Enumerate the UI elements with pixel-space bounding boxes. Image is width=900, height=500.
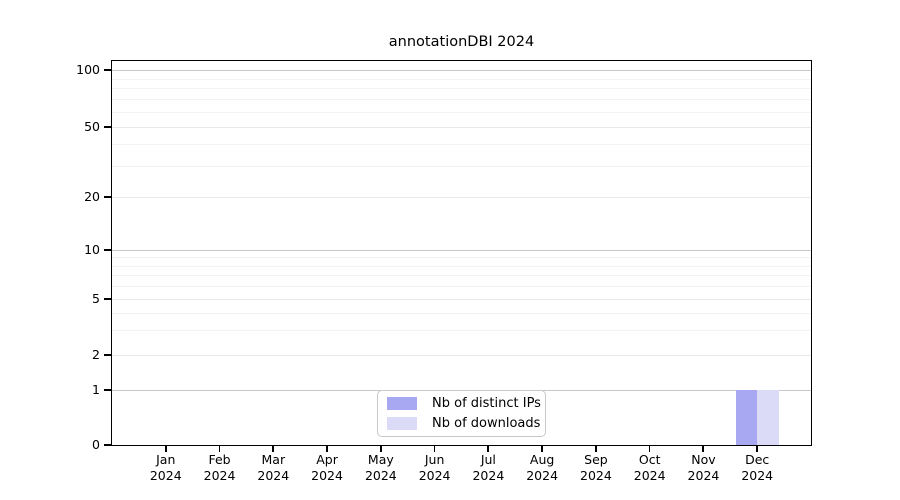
x-tick-label-oct: Oct 2024 bbox=[618, 452, 682, 484]
x-tick-mark-sep bbox=[594, 445, 597, 452]
legend-swatch-nb-of-downloads bbox=[387, 417, 417, 430]
x-tick-label-feb: Feb 2024 bbox=[188, 452, 252, 484]
bar-nb-of-distinct-ips-dec bbox=[735, 390, 758, 445]
gridline-minor-30 bbox=[112, 166, 811, 167]
bar-nb-of-downloads-dec bbox=[757, 390, 779, 445]
x-tick-mark-feb bbox=[218, 445, 221, 452]
y-tick-mark-5 bbox=[104, 298, 112, 300]
legend-row: Nb of distinct IPs bbox=[387, 394, 541, 414]
year-label: 2024 bbox=[418, 468, 451, 483]
x-tick-mark-nov bbox=[702, 445, 705, 452]
gridline-50 bbox=[112, 127, 811, 128]
y-tick-mark-10 bbox=[104, 249, 112, 251]
legend-label: Nb of distinct IPs bbox=[432, 396, 541, 411]
x-tick-mark-mar bbox=[272, 445, 275, 452]
month-label: Sep bbox=[584, 452, 608, 467]
x-tick-label-mar: Mar 2024 bbox=[241, 452, 305, 484]
year-label: 2024 bbox=[526, 468, 559, 483]
year-label: 2024 bbox=[472, 468, 505, 483]
plot-border bbox=[111, 60, 812, 446]
x-tick-label-jul: Jul 2024 bbox=[456, 452, 520, 484]
gridline-minor-70 bbox=[112, 99, 811, 100]
gridline-minor-9 bbox=[112, 257, 811, 258]
gridline-minor-80 bbox=[112, 88, 811, 89]
y-tick-label-0: 0 bbox=[92, 437, 100, 452]
month-label: Jan bbox=[156, 452, 176, 467]
y-tick-mark-2 bbox=[104, 354, 112, 356]
legend: Nb of distinct IPs Nb of downloads bbox=[377, 390, 546, 437]
y-tick-label-20: 20 bbox=[84, 189, 100, 204]
gridline-minor-3 bbox=[112, 330, 811, 331]
gridline-minor-7 bbox=[112, 275, 811, 276]
month-label: Nov bbox=[691, 452, 716, 467]
y-tick-label-2: 2 bbox=[92, 347, 100, 362]
y-tick-label-100: 100 bbox=[76, 62, 100, 77]
month-label: Oct bbox=[638, 452, 661, 467]
gridline-minor-8 bbox=[112, 266, 811, 267]
x-tick-mark-jul bbox=[487, 445, 490, 452]
x-tick-mark-oct bbox=[648, 445, 651, 452]
y-tick-label-10: 10 bbox=[84, 242, 100, 257]
month-label: Feb bbox=[208, 452, 231, 467]
year-label: 2024 bbox=[580, 468, 612, 483]
gridline-minor-4 bbox=[112, 313, 811, 314]
y-tick-mark-100 bbox=[104, 69, 112, 71]
legend-row: Nb of downloads bbox=[387, 414, 540, 434]
gridline-20 bbox=[112, 197, 811, 198]
month-label: Jun bbox=[424, 452, 445, 467]
x-tick-label-apr: Apr 2024 bbox=[295, 452, 359, 484]
x-tick-mark-may bbox=[379, 445, 382, 452]
gridline-minor-60 bbox=[112, 112, 811, 113]
y-tick-label-5: 5 bbox=[92, 291, 100, 306]
gridline-100 bbox=[112, 70, 811, 71]
month-label: May bbox=[367, 452, 394, 467]
x-tick-label-dec: Dec 2024 bbox=[725, 452, 789, 484]
month-label: Aug bbox=[529, 452, 555, 467]
gridline-minor-90 bbox=[112, 79, 811, 80]
x-tick-label-may: May 2024 bbox=[349, 452, 413, 484]
month-label: Jul bbox=[480, 452, 496, 467]
year-label: 2024 bbox=[311, 468, 343, 483]
year-label: 2024 bbox=[687, 468, 720, 483]
y-tick-mark-20 bbox=[104, 196, 112, 198]
x-tick-mark-apr bbox=[326, 445, 328, 452]
x-tick-mark-aug bbox=[541, 445, 543, 452]
y-tick-mark-0 bbox=[104, 444, 112, 446]
month-label: Apr bbox=[316, 452, 338, 467]
year-label: 2024 bbox=[364, 468, 397, 483]
y-tick-mark-50 bbox=[104, 126, 112, 128]
legend-swatch-nb-of-distinct-ips bbox=[387, 397, 417, 410]
gridline-5 bbox=[112, 299, 811, 300]
year-label: 2024 bbox=[203, 468, 236, 483]
x-tick-label-nov: Nov 2024 bbox=[671, 452, 735, 484]
legend-label: Nb of downloads bbox=[432, 416, 541, 431]
x-tick-mark-jun bbox=[433, 445, 436, 452]
x-tick-mark-dec bbox=[756, 445, 759, 452]
y-tick-label-50: 50 bbox=[84, 119, 100, 134]
y-tick-label-1: 1 bbox=[92, 382, 100, 397]
year-label: 2024 bbox=[257, 468, 290, 483]
y-tick-mark-1 bbox=[104, 389, 112, 391]
gridline-2 bbox=[112, 355, 811, 356]
gridline-minor-6 bbox=[112, 286, 811, 287]
chart-title: annotationDBI 2024 bbox=[388, 34, 535, 50]
year-label: 2024 bbox=[633, 468, 666, 483]
x-tick-label-jan: Jan 2024 bbox=[134, 452, 198, 484]
year-label: 2024 bbox=[741, 468, 774, 483]
x-tick-label-sep: Sep 2024 bbox=[564, 452, 628, 484]
gridline-10 bbox=[112, 250, 811, 251]
gridline-minor-40 bbox=[112, 144, 811, 145]
x-tick-mark-jan bbox=[164, 445, 167, 452]
x-tick-label-aug: Aug 2024 bbox=[510, 452, 574, 484]
month-label: Mar bbox=[261, 452, 286, 467]
x-tick-label-jun: Jun 2024 bbox=[403, 452, 467, 484]
month-label: Dec bbox=[745, 452, 770, 467]
year-label: 2024 bbox=[149, 468, 182, 483]
